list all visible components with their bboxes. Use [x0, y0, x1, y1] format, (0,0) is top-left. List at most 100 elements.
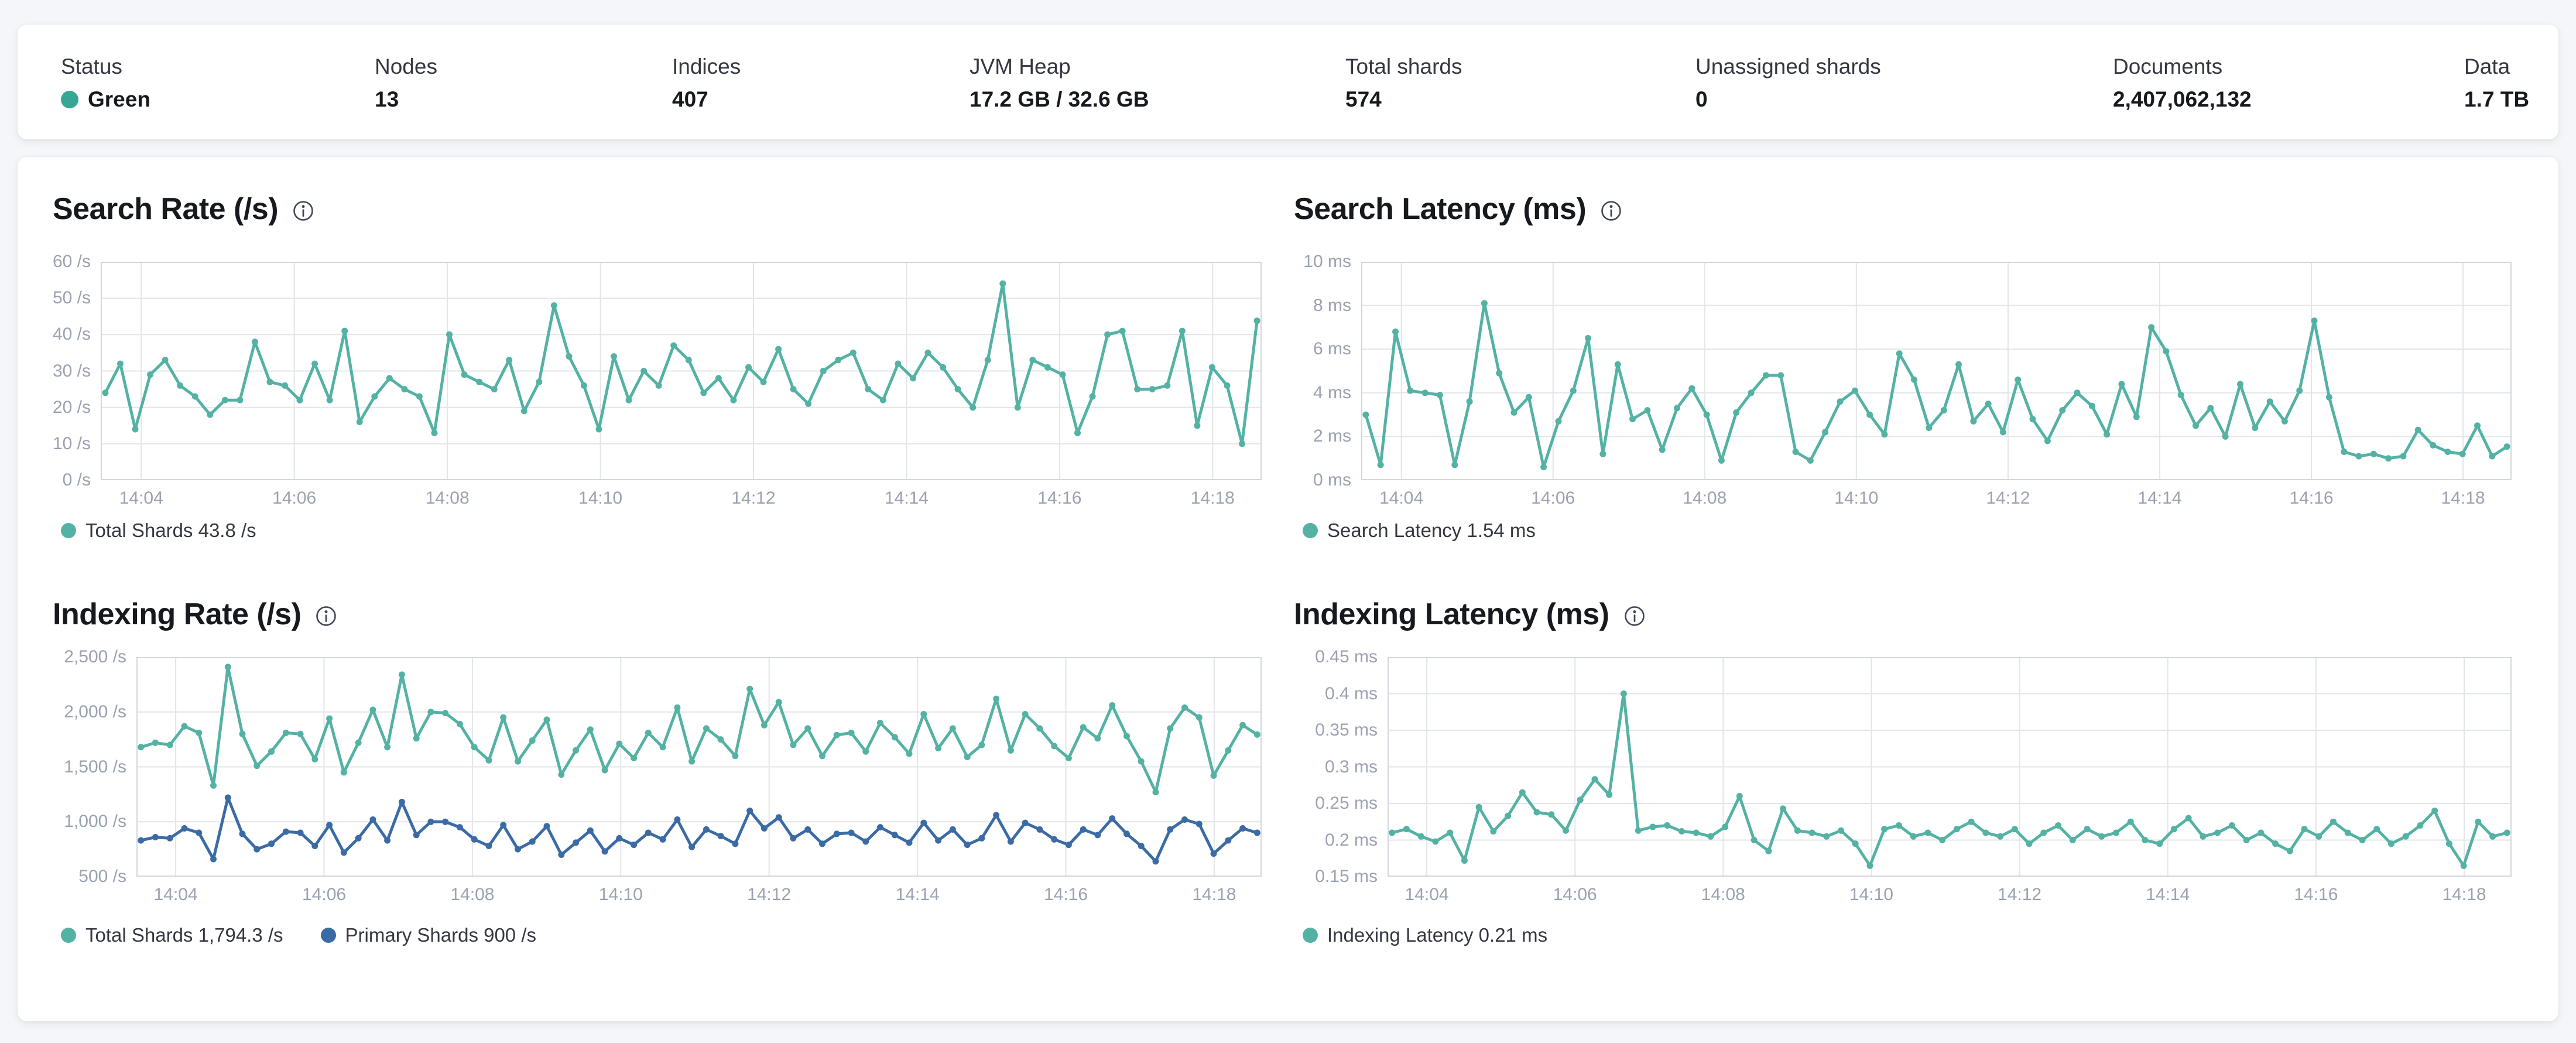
data-point	[1123, 830, 1130, 837]
y-axis-tick-label: 2 ms	[1313, 426, 1351, 446]
legend-item[interactable]: Total Shards 43.8 /s	[61, 519, 256, 542]
data-point	[500, 714, 507, 721]
data-point	[1519, 789, 1526, 796]
data-point	[355, 835, 362, 842]
data-point	[2272, 840, 2279, 847]
legend-item[interactable]: Search Latency 1.54 ms	[1303, 519, 1536, 542]
data-point	[1955, 361, 1962, 368]
info-icon[interactable]	[292, 200, 314, 222]
data-point	[500, 822, 507, 829]
legend-item[interactable]: Total Shards 1,794.3 /s	[61, 924, 283, 947]
legend-label: Indexing Latency 0.21 ms	[1327, 924, 1548, 946]
status-value: Green	[61, 87, 150, 112]
data-point	[191, 393, 198, 400]
data-point	[790, 835, 797, 842]
data-point	[848, 729, 855, 736]
y-axis-tick-label: 0.3 ms	[1324, 757, 1378, 777]
stat-unassigned-shards: Unassigned shards 0	[1695, 54, 1881, 112]
data-point	[2069, 837, 2076, 843]
chart-title: Search Latency (ms)	[1294, 190, 1622, 228]
data-point	[1094, 832, 1101, 839]
data-point	[543, 716, 550, 723]
data-point	[210, 782, 217, 789]
data-point	[2029, 416, 2036, 423]
data-point	[1733, 409, 1740, 416]
y-axis-tick-label: 1,000 /s	[64, 812, 126, 832]
data-point	[1881, 826, 1888, 833]
data-point	[1982, 829, 1989, 836]
x-axis-tick-label: 14:14	[2146, 885, 2190, 904]
data-point	[2207, 405, 2214, 412]
x-axis-tick-label: 14:10	[1849, 885, 1893, 904]
data-point	[2237, 381, 2243, 388]
plot-area[interactable]	[1388, 657, 2512, 877]
data-point	[804, 725, 811, 732]
plot-area[interactable]	[1361, 262, 2512, 480]
search-rate-chart: Search Rate (/s) Total Shards 43.8 /s 60…	[18, 157, 2558, 1021]
data-point	[1940, 407, 1947, 414]
x-axis-tick-label: 14:14	[884, 488, 929, 508]
data-point	[2311, 317, 2318, 324]
data-point	[1051, 743, 1058, 750]
data-point	[1065, 755, 1072, 761]
chart-title-text: Search Latency (ms)	[1294, 192, 1587, 226]
data-point	[520, 408, 527, 415]
data-point	[1635, 827, 1642, 834]
data-point	[1253, 731, 1260, 738]
data-point	[485, 843, 492, 849]
data-point	[587, 726, 594, 733]
info-icon[interactable]	[1623, 605, 1646, 627]
data-point	[471, 836, 478, 843]
data-point	[1253, 829, 1260, 836]
plot-area[interactable]	[101, 262, 1262, 480]
data-point	[631, 755, 638, 761]
data-point	[1780, 805, 1786, 812]
plot-area[interactable]	[136, 657, 1262, 877]
data-point	[2315, 833, 2322, 840]
y-axis-tick-label: 50 /s	[52, 288, 91, 308]
data-point	[1997, 833, 2004, 840]
data-point	[177, 382, 184, 389]
y-axis-tick-label: 500 /s	[78, 867, 126, 886]
y-axis-tick-label: 2,500 /s	[64, 647, 126, 666]
data-point	[1210, 850, 1217, 857]
data-point	[1837, 398, 1844, 405]
data-point	[442, 818, 449, 825]
data-point	[2344, 829, 2351, 836]
series-line	[139, 796, 1259, 863]
legend-item[interactable]: Indexing Latency 0.21 ms	[1303, 924, 1547, 947]
data-point	[2040, 829, 2047, 836]
data-point	[1007, 747, 1014, 754]
data-point	[398, 799, 405, 805]
data-point	[1808, 829, 1815, 836]
x-axis-tick-label: 14:16	[1037, 488, 1082, 508]
legend-label: Search Latency 1.54 ms	[1327, 519, 1536, 541]
data-point	[254, 846, 261, 853]
data-point	[2177, 392, 2184, 398]
data-point	[1765, 847, 1772, 854]
data-point	[147, 371, 154, 378]
data-point	[162, 357, 169, 364]
info-icon[interactable]	[315, 605, 337, 627]
data-point	[196, 829, 203, 836]
data-point	[515, 758, 521, 765]
data-point	[1451, 461, 1458, 469]
data-point	[1525, 394, 1532, 401]
data-point	[862, 838, 869, 845]
legend-item[interactable]: Primary Shards 900 /s	[320, 924, 536, 947]
stat-value: 2,407,062,132	[2113, 87, 2252, 111]
data-point	[616, 740, 623, 747]
series-line	[104, 282, 1259, 446]
data-point	[456, 720, 463, 727]
status-dot-icon	[61, 91, 78, 108]
data-point	[891, 832, 898, 839]
data-point	[587, 827, 594, 834]
chart-title-text: Indexing Rate (/s)	[53, 597, 302, 631]
data-point	[166, 741, 173, 748]
data-point	[543, 823, 550, 830]
data-point	[761, 825, 768, 832]
y-axis-tick-label: 1,500 /s	[64, 757, 126, 777]
info-icon[interactable]	[1600, 200, 1622, 222]
x-axis-tick-label: 14:08	[425, 488, 470, 508]
data-point	[964, 754, 971, 761]
